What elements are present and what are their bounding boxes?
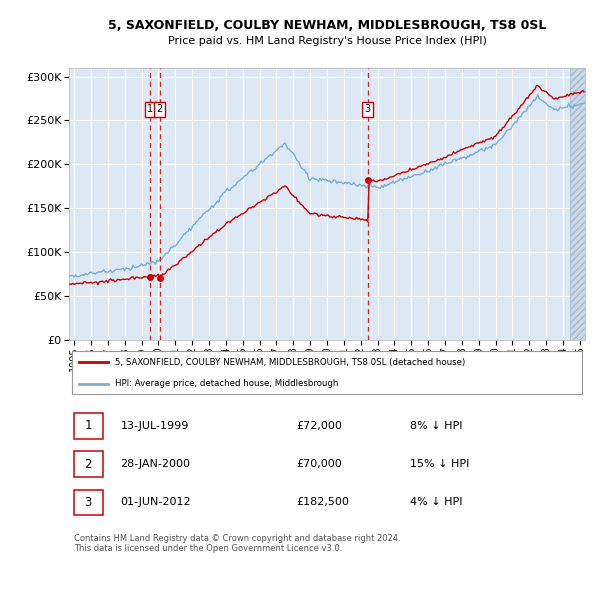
Text: £70,000: £70,000 bbox=[296, 459, 342, 469]
FancyBboxPatch shape bbox=[71, 351, 583, 394]
Text: 2: 2 bbox=[85, 458, 92, 471]
Text: Contains HM Land Registry data © Crown copyright and database right 2024.
This d: Contains HM Land Registry data © Crown c… bbox=[74, 534, 401, 553]
FancyBboxPatch shape bbox=[74, 413, 103, 438]
Text: Price paid vs. HM Land Registry's House Price Index (HPI): Price paid vs. HM Land Registry's House … bbox=[167, 37, 487, 46]
Text: £182,500: £182,500 bbox=[296, 497, 349, 507]
Text: 3: 3 bbox=[85, 496, 92, 509]
Text: 13-JUL-1999: 13-JUL-1999 bbox=[121, 421, 189, 431]
Text: 4% ↓ HPI: 4% ↓ HPI bbox=[410, 497, 462, 507]
Text: 5, SAXONFIELD, COULBY NEWHAM, MIDDLESBROUGH, TS8 0SL (detached house): 5, SAXONFIELD, COULBY NEWHAM, MIDDLESBRO… bbox=[115, 358, 466, 366]
Bar bbox=[570, 68, 585, 340]
Text: 3: 3 bbox=[365, 104, 371, 114]
Text: 28-JAN-2000: 28-JAN-2000 bbox=[121, 459, 191, 469]
Text: HPI: Average price, detached house, Middlesbrough: HPI: Average price, detached house, Midd… bbox=[115, 379, 339, 388]
FancyBboxPatch shape bbox=[74, 451, 103, 477]
Bar bbox=[570, 68, 585, 340]
Text: 1: 1 bbox=[148, 104, 154, 114]
Text: 01-JUN-2012: 01-JUN-2012 bbox=[121, 497, 191, 507]
Text: 5, SAXONFIELD, COULBY NEWHAM, MIDDLESBROUGH, TS8 0SL: 5, SAXONFIELD, COULBY NEWHAM, MIDDLESBRO… bbox=[108, 19, 546, 32]
Text: £72,000: £72,000 bbox=[296, 421, 342, 431]
Text: 8% ↓ HPI: 8% ↓ HPI bbox=[410, 421, 462, 431]
Text: 2: 2 bbox=[157, 104, 163, 114]
Text: 1: 1 bbox=[85, 419, 92, 432]
Text: 15% ↓ HPI: 15% ↓ HPI bbox=[410, 459, 469, 469]
FancyBboxPatch shape bbox=[74, 490, 103, 515]
